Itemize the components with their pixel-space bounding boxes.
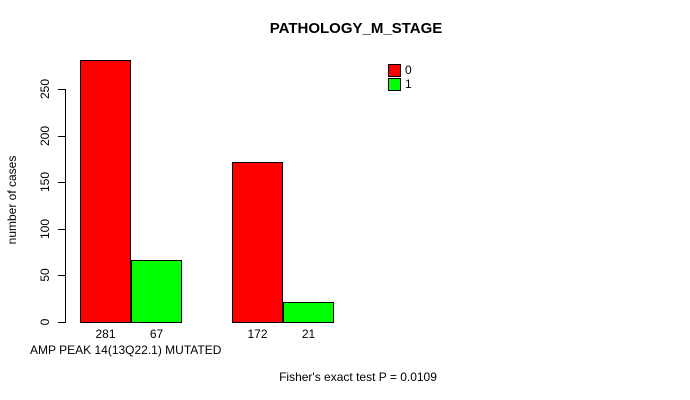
chart-title: PATHOLOGY_M_STAGE [269, 20, 443, 37]
bar-value-label: 281 [95, 327, 116, 341]
bar-value-label: 21 [301, 327, 316, 341]
y-axis-line [65, 89, 66, 323]
y-axis-tick-label: 50 [38, 268, 52, 283]
legend-swatch-0 [388, 64, 401, 77]
bar-series-0-group-1 [232, 162, 283, 323]
y-axis-tick-label: 150 [38, 172, 52, 193]
y-axis-tick [58, 228, 65, 230]
y-axis-tick [58, 89, 65, 90]
y-axis-tick [58, 322, 65, 323]
y-axis-tick [58, 182, 65, 184]
legend-label-1: 1 [405, 76, 412, 91]
y-axis-tick [58, 275, 65, 277]
y-axis-tick [58, 135, 65, 137]
y-axis-tick-label: 0 [38, 318, 52, 326]
y-axis-tick-label: 100 [38, 218, 52, 239]
fisher-test-annotation: Fisher's exact test P = 0.0109 [279, 370, 437, 384]
bar-series-1-group-0 [131, 260, 182, 323]
legend-label-0: 0 [405, 63, 412, 77]
y-axis-tick-label: 200 [38, 125, 52, 146]
legend-swatch-1 [388, 77, 401, 91]
bar-value-label: 172 [247, 327, 268, 341]
y-axis-tick-label: 250 [38, 78, 52, 100]
y-axis-label: number of cases [5, 155, 19, 245]
bar-series-1-group-1 [283, 302, 334, 323]
bar-series-0-group-0 [80, 60, 131, 323]
bar-value-label: 67 [149, 327, 164, 341]
x-axis-label: AMP PEAK 14(13Q22.1) MUTATED [30, 343, 222, 357]
